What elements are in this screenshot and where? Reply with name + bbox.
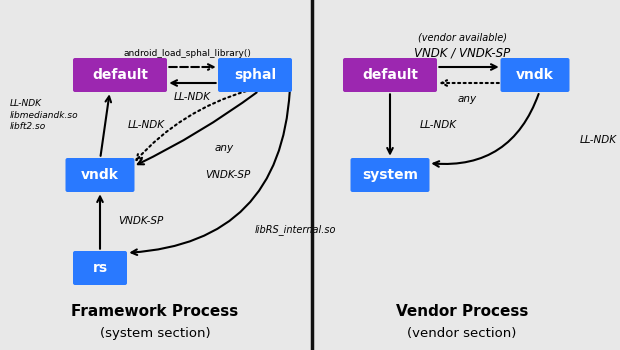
Text: default: default (362, 68, 418, 82)
Text: LL-NDK: LL-NDK (174, 92, 211, 102)
FancyBboxPatch shape (73, 58, 167, 92)
FancyBboxPatch shape (350, 158, 430, 192)
FancyBboxPatch shape (218, 58, 292, 92)
Text: any: any (215, 143, 234, 153)
FancyBboxPatch shape (343, 58, 437, 92)
FancyBboxPatch shape (500, 58, 570, 92)
FancyBboxPatch shape (73, 251, 127, 285)
Text: VNDK-SP: VNDK-SP (205, 170, 250, 180)
Text: libRS_internal.so: libRS_internal.so (255, 225, 337, 236)
Text: any: any (458, 94, 477, 104)
Text: VNDK-SP: VNDK-SP (118, 217, 163, 226)
Text: (vendor section): (vendor section) (407, 327, 516, 340)
Text: LL-NDK: LL-NDK (580, 135, 617, 145)
Text: default: default (92, 68, 148, 82)
Text: vndk: vndk (516, 68, 554, 82)
Text: android_load_sphal_library(): android_load_sphal_library() (123, 49, 252, 57)
Text: vndk: vndk (81, 168, 119, 182)
Text: (vendor available): (vendor available) (418, 32, 507, 42)
Text: (system section): (system section) (100, 327, 210, 340)
Text: Framework Process: Framework Process (71, 304, 239, 320)
Text: rs: rs (92, 261, 107, 275)
Text: LL-NDK: LL-NDK (420, 120, 457, 130)
Text: sphal: sphal (234, 68, 276, 82)
Text: LL-NDK
libmediandk.so
libft2.so: LL-NDK libmediandk.so libft2.so (10, 99, 79, 131)
Text: Vendor Process: Vendor Process (396, 304, 528, 320)
FancyBboxPatch shape (66, 158, 135, 192)
Text: LL-NDK: LL-NDK (128, 120, 165, 130)
Text: system: system (362, 168, 418, 182)
Text: VNDK / VNDK-SP: VNDK / VNDK-SP (414, 47, 511, 60)
